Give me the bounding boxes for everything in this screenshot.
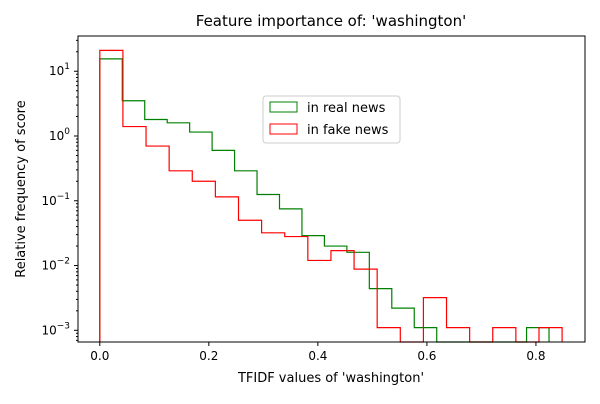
y-axis-title: Relative frequency of score <box>14 100 29 278</box>
x-tick-label: 0.6 <box>417 349 436 363</box>
y-tick-label-base: 10 <box>49 64 64 78</box>
y-tick-label-exponent: 1 <box>64 62 70 72</box>
x-tick-label: 0.0 <box>90 349 109 363</box>
y-tick-label-exponent: −3 <box>57 321 70 331</box>
x-tick-label: 0.4 <box>308 349 327 363</box>
legend-swatch-real <box>269 101 298 113</box>
y-tick-label: 10−3 <box>41 321 70 337</box>
legend-label-fake: in fake news <box>307 123 389 138</box>
legend-swatch-fake <box>269 123 298 135</box>
y-tick-label: 101 <box>49 62 70 78</box>
legend-label-real: in real news <box>307 101 386 116</box>
y-tick-label: 10−1 <box>41 192 70 208</box>
y-tick-label: 10−2 <box>41 257 70 273</box>
x-tick-label: 0.2 <box>199 349 218 363</box>
y-tick-label-base: 10 <box>41 323 56 337</box>
y-tick-label-base: 10 <box>49 129 64 143</box>
y-tick-label-exponent: 0 <box>64 127 70 137</box>
plot-frame <box>77 35 586 343</box>
histogram-series-fake <box>99 49 563 343</box>
y-tick-label-exponent: −2 <box>57 257 70 267</box>
legend: in real news in fake news <box>262 95 401 144</box>
y-tick-label: 100 <box>49 127 70 143</box>
y-tick-label-base: 10 <box>41 259 56 273</box>
x-axis-ticks: 0.0 0.2 0.4 0.6 0.8 <box>90 342 545 363</box>
y-tick-label-base: 10 <box>41 194 56 208</box>
x-axis-title: TFIDF values of 'washington' <box>237 371 424 386</box>
x-tick-label: 0.8 <box>526 349 545 363</box>
y-tick-label-exponent: −1 <box>57 192 70 202</box>
chart-title: Feature importance of: 'washington' <box>196 12 466 30</box>
